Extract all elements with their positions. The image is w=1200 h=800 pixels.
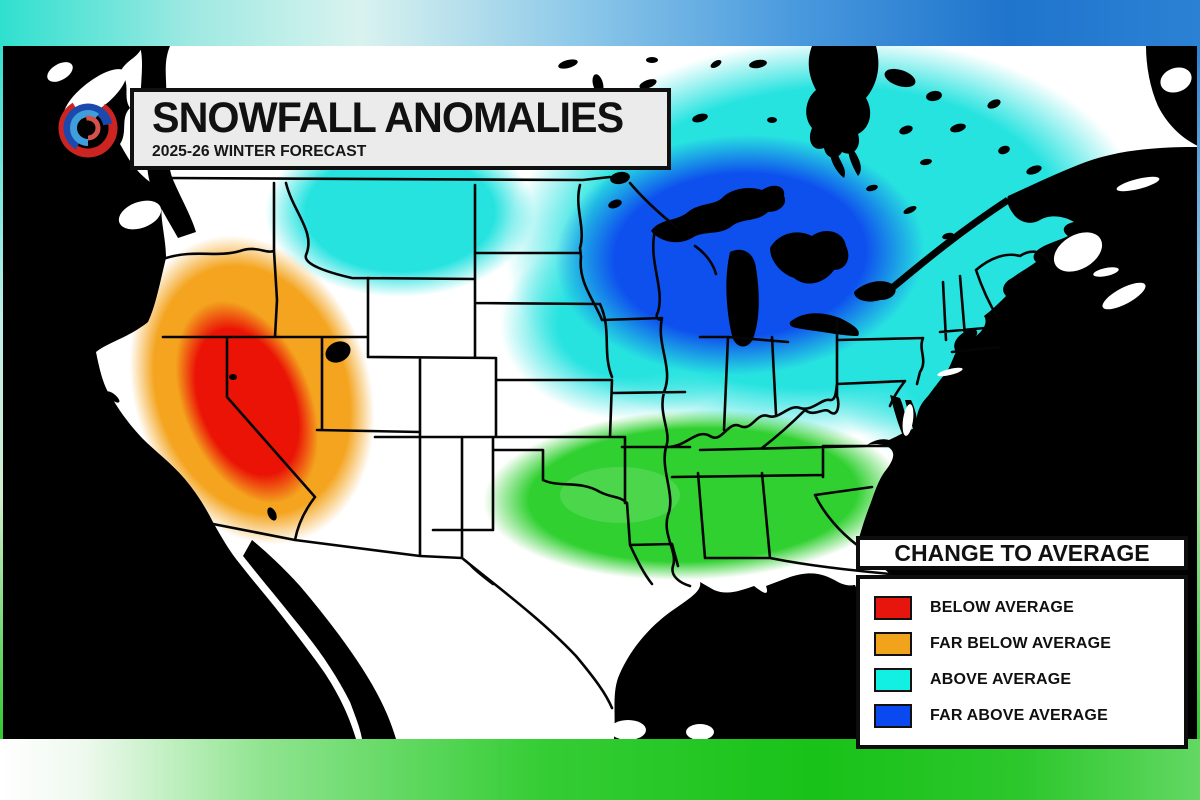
yucatan-coast [610,720,646,739]
gulf-of-mexico [614,573,905,739]
legend-title: CHANGE TO AVERAGE [856,536,1188,570]
lake-tahoe [229,374,237,380]
legend-row: ABOVE AVERAGE [874,662,1184,698]
anomaly-below-average-core [175,300,319,504]
san-francisco-bay [106,391,120,403]
yucatan-coast-2 [686,724,714,739]
left-gradient-strip [0,46,3,739]
prince-edward-island [1093,267,1119,277]
legend-label: FAR ABOVE AVERAGE [930,707,1108,724]
legend-swatch-above-average [874,668,912,692]
olympic-peninsula [118,200,162,230]
top-gradient-band [0,0,1200,46]
anomaly-green-south [483,409,903,581]
james-bay-prongs [830,148,861,178]
legend-label: FAR BELOW AVERAGE [930,635,1112,652]
nova-scotia [1102,282,1146,310]
hudson-bay [806,46,879,158]
legend-swatch-far-below-average [874,632,912,656]
bottom-gradient-band [0,739,1200,800]
lake-erie [789,313,859,336]
state-borders [161,175,1052,710]
legend-label: BELOW AVERAGE [930,599,1074,616]
right-gradient-strip [1197,46,1200,739]
legend-body: BELOW AVERAGE FAR BELOW AVERAGE ABOVE AV… [856,575,1188,749]
lake-ontario [854,281,896,302]
legend-swatch-below-average [874,596,912,620]
legend-row: FAR ABOVE AVERAGE [874,698,1184,734]
anticosti-island [1116,176,1160,192]
new-brunswick [1053,232,1103,272]
page-subtitle: 2025-26 WINTER FORECAST [152,143,367,160]
legend-label: ABOVE AVERAGE [930,671,1072,688]
anomaly-green-inner-ring [560,467,680,523]
pacific-ocean [3,46,356,739]
great-salt-lake [325,341,351,363]
lake-superior [651,185,786,243]
newfoundland [1160,67,1192,93]
storm-swirl-logo-icon [55,95,121,161]
lake-huron [770,231,849,284]
st-lawrence-river [889,197,1010,291]
salton-sea [267,507,277,521]
lake-michigan [726,249,759,347]
long-island [937,367,963,377]
delmarva [902,404,914,436]
legend: CHANGE TO AVERAGE BELOW AVERAGE FAR BELO… [856,536,1188,749]
gulf-of-california [243,540,396,739]
legend-row: BELOW AVERAGE [874,590,1184,626]
page-title: SNOWFALL ANOMALIES [152,94,624,142]
legend-swatch-far-above-average [874,704,912,728]
legend-row: FAR BELOW AVERAGE [874,626,1184,662]
title-box: SNOWFALL ANOMALIES 2025-26 WINTER FORECA… [130,88,671,170]
great-lakes [651,185,896,347]
